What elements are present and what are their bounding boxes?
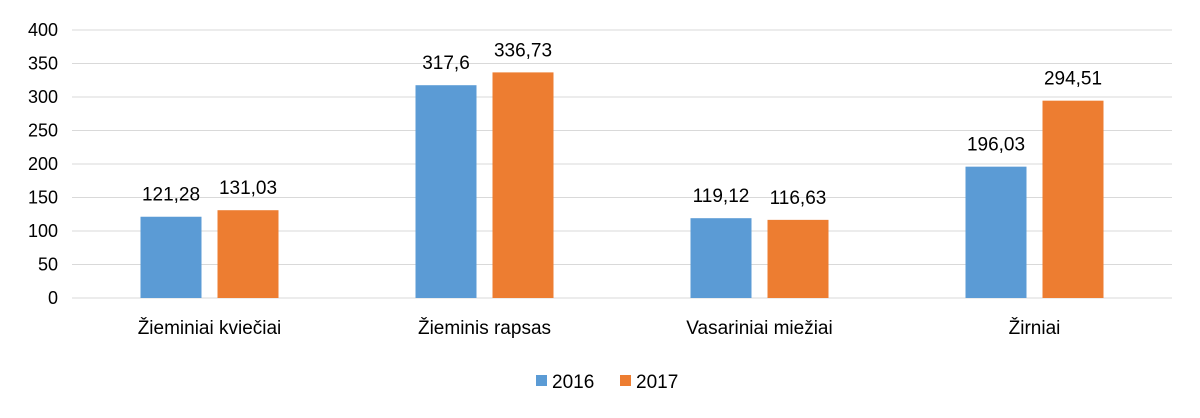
data-label: 116,63 — [770, 188, 827, 209]
x-category-label: Žieminiai kviečiai — [138, 317, 282, 339]
bar-2017-3 — [1042, 100, 1104, 298]
data-label: 119,12 — [693, 186, 750, 207]
x-axis-categories: Žieminiai kviečiai Žieminis rapsas Vasarin… — [138, 317, 1061, 339]
data-label: 317,6 — [422, 53, 470, 74]
y-tick-label: 50 — [38, 255, 58, 275]
data-label: 121,28 — [142, 185, 200, 206]
data-label: 196,03 — [967, 135, 1025, 156]
y-tick-label: 300 — [28, 87, 58, 107]
bar-2017-1 — [492, 72, 554, 298]
legend-label: 2016 — [552, 372, 594, 393]
legend-label: 2017 — [636, 372, 678, 393]
y-axis-ticks: 0 50 100 150 200 250 300 350 400 — [28, 20, 58, 308]
legend: 2016 2017 — [536, 372, 678, 393]
y-tick-label: 250 — [28, 121, 58, 141]
data-label: 336,73 — [494, 40, 552, 61]
data-labels: 121,28 131,03 317,6 336,73 119,12 116,63 196,0… — [142, 40, 1102, 208]
x-category-label: Žieminis rapsas — [418, 317, 551, 339]
y-tick-label: 400 — [28, 20, 58, 40]
bar-2016-2 — [690, 218, 752, 298]
y-tick-label: 350 — [28, 54, 58, 74]
y-tick-label: 0 — [48, 288, 58, 308]
x-category-label: Vasariniai miežiai — [686, 318, 832, 339]
bar-2017-2 — [767, 219, 829, 298]
data-label: 294,51 — [1044, 69, 1102, 90]
bar-2016-1 — [415, 85, 477, 298]
legend-swatch-2016 — [536, 375, 547, 386]
y-tick-label: 100 — [28, 221, 58, 241]
data-label: 131,03 — [219, 178, 277, 199]
bar-2017-0 — [217, 210, 279, 298]
y-tick-label: 200 — [28, 154, 58, 174]
bar-2016-3 — [965, 166, 1027, 298]
legend-swatch-2017 — [620, 375, 631, 386]
bars — [140, 72, 1104, 298]
y-tick-label: 150 — [28, 188, 58, 208]
x-category-label: Žirniai — [1009, 317, 1061, 339]
bar-2016-0 — [140, 216, 202, 298]
